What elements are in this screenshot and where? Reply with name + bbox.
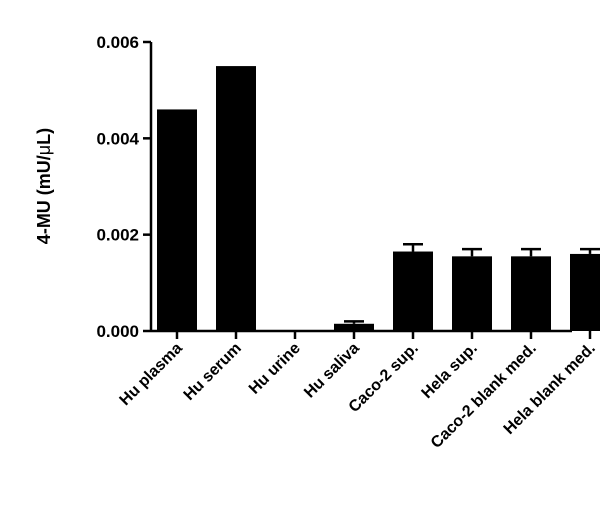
y-tick-label: 0.004 bbox=[96, 129, 139, 148]
bar bbox=[511, 256, 551, 331]
y-tick-label: 0.002 bbox=[96, 226, 139, 245]
y-tick-label: 0.000 bbox=[96, 322, 139, 341]
bar bbox=[570, 253, 600, 331]
x-category-label: Hu serum bbox=[181, 340, 245, 404]
bar bbox=[393, 251, 433, 331]
x-category-label: Hu plasma bbox=[117, 340, 186, 409]
bar bbox=[334, 323, 374, 331]
y-axis-title: 4-MU (mU/μL) bbox=[34, 128, 54, 244]
x-category-label: Hu urine bbox=[246, 340, 304, 398]
bar bbox=[452, 256, 492, 331]
x-category-label: Hela sup. bbox=[419, 340, 481, 402]
y-tick-label: 0.006 bbox=[96, 33, 139, 52]
y-axis-title-main: 4-MU (mU/ bbox=[34, 155, 54, 244]
y-axis: 0.000 0.002 0.004 0.006 bbox=[96, 33, 153, 341]
y-axis-title-end: L) bbox=[34, 128, 54, 145]
bar bbox=[216, 66, 256, 331]
x-category-label: Caco-2 blank med. bbox=[428, 340, 540, 452]
y-axis-title-greek: μ bbox=[34, 145, 54, 155]
bar bbox=[157, 109, 197, 331]
bars bbox=[157, 66, 600, 331]
x-category-label: Hu saliva bbox=[301, 340, 363, 402]
